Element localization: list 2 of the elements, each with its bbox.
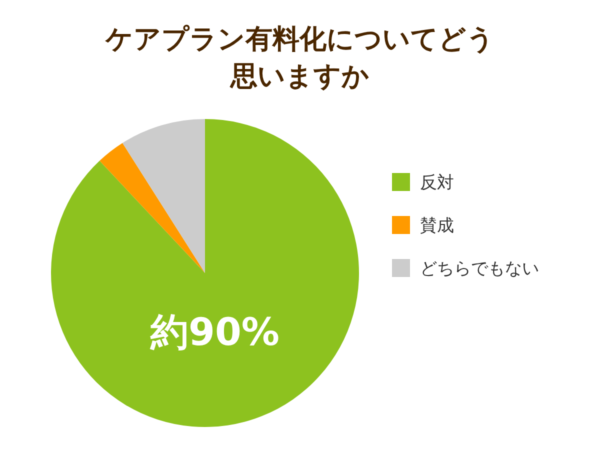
annotation: 約90% [150, 310, 280, 354]
title: ケアプラン有料化についてどう思いますか [106, 24, 494, 92]
